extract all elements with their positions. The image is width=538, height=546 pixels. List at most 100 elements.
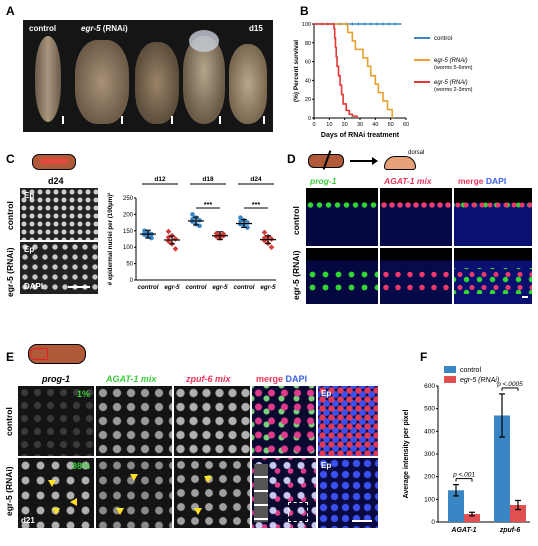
green-dots bbox=[306, 268, 378, 294]
e-control-agat bbox=[96, 386, 172, 456]
d-rnai-prog bbox=[306, 248, 378, 304]
e-control-merge bbox=[252, 386, 316, 456]
data-point bbox=[197, 223, 202, 229]
survival-curve-2 bbox=[314, 23, 358, 118]
legend-label: control bbox=[434, 36, 452, 42]
d-rnai-agat bbox=[380, 248, 452, 304]
cross-section-schematic bbox=[384, 156, 416, 170]
x-tick-label: egr-5 bbox=[212, 284, 228, 291]
x-tick-label: egr-5 bbox=[260, 284, 276, 291]
x-tick-label: egr-5 bbox=[164, 284, 180, 291]
bar bbox=[448, 490, 464, 522]
x-tick-label: control bbox=[234, 284, 255, 291]
x-tick-label: 30 bbox=[357, 122, 363, 128]
ep-label: Ep bbox=[24, 191, 35, 200]
data-point bbox=[197, 218, 202, 223]
e-control-zpuf bbox=[174, 386, 250, 456]
percent-rnai: 98% bbox=[71, 461, 90, 471]
legend-sublabel: (worms 2-3mm) bbox=[434, 87, 473, 93]
red-dots bbox=[380, 200, 452, 210]
row-label-rnai: egr-5 (RNAi) bbox=[5, 247, 15, 297]
y-tick-label: 60 bbox=[305, 60, 311, 66]
bar bbox=[464, 514, 480, 522]
data-point bbox=[245, 220, 250, 225]
header-prog: prog-1 bbox=[42, 374, 70, 384]
e-rnai-agat bbox=[96, 458, 172, 528]
bar bbox=[510, 505, 526, 522]
worm-schematic-c-inner bbox=[40, 158, 68, 164]
panel-label-b: B bbox=[300, 4, 309, 18]
arrowhead-icon bbox=[194, 508, 202, 515]
data-point bbox=[238, 215, 243, 220]
x-tick-label: control bbox=[138, 284, 159, 291]
rnai-worm-1 bbox=[75, 40, 129, 124]
legend-label: egr-5 (RNAi) bbox=[460, 377, 499, 384]
e-control-dapi: Ep bbox=[318, 386, 378, 456]
scale-bar bbox=[219, 116, 221, 124]
panel-label-d: D bbox=[287, 152, 296, 166]
header-merge-dapi: merge DAPI bbox=[458, 176, 507, 186]
y-tick-label: 100 bbox=[123, 245, 134, 251]
data-point bbox=[238, 219, 243, 224]
percent-control: 1% bbox=[76, 389, 90, 399]
x-tick-label: 10 bbox=[326, 122, 332, 128]
data-point bbox=[268, 244, 275, 251]
header-merge-dapi: merge DAPI bbox=[256, 374, 308, 384]
y-tick-label: 250 bbox=[123, 196, 134, 202]
scale-bar bbox=[121, 116, 123, 124]
arrowhead-icon bbox=[130, 474, 138, 481]
arrowhead-icon bbox=[52, 508, 60, 515]
red-dots bbox=[380, 268, 452, 294]
x-tick-label: zpuf-6 bbox=[499, 527, 521, 534]
sig-stars: *** bbox=[252, 202, 260, 209]
panel-label-c: C bbox=[6, 152, 15, 166]
e-rnai-prog: 98% d21 bbox=[18, 458, 94, 528]
sig-stars: *** bbox=[204, 202, 212, 209]
y-tick-label: 150 bbox=[123, 229, 134, 235]
y-axis-label: # epidermal nuclei per (100µm)² bbox=[107, 193, 114, 286]
dorsal-label: dorsal bbox=[408, 150, 425, 156]
x-tick-label: 20 bbox=[342, 122, 348, 128]
x-axis-label: Days of RNAi treatment bbox=[321, 132, 400, 139]
e-control-prog: 1% bbox=[18, 386, 94, 456]
worm-schematic-e-head bbox=[30, 348, 48, 360]
panel-label-e: E bbox=[6, 350, 15, 364]
p-value: p <.0005 bbox=[496, 381, 523, 388]
d-control-agat bbox=[380, 188, 452, 246]
dapi-label: DAPI bbox=[24, 282, 44, 291]
rnai-worm-4 bbox=[229, 44, 267, 124]
group-label: d24 bbox=[250, 176, 262, 183]
y-tick-label: 100 bbox=[424, 496, 435, 503]
intensity-chart: control egr-5 (RNAi) 0 100 200 300 400 500 600 Av… bbox=[403, 366, 530, 534]
y-tick-label: 20 bbox=[305, 97, 311, 103]
scale-bar bbox=[62, 116, 64, 124]
y-tick-label: 200 bbox=[123, 212, 134, 218]
arrowhead-icon bbox=[116, 508, 124, 515]
x-tick-label: control bbox=[186, 284, 207, 291]
bar bbox=[494, 415, 510, 522]
data-point bbox=[149, 235, 154, 241]
e-rnai-zpuf bbox=[174, 458, 250, 528]
zoom-box bbox=[288, 502, 308, 522]
arrowhead-icon bbox=[48, 480, 56, 487]
row-label-rnai: egr-5 (RNAi) bbox=[291, 250, 301, 300]
group-label: d12 bbox=[154, 176, 166, 183]
scale-bar bbox=[522, 296, 528, 298]
d-control-prog bbox=[306, 188, 378, 246]
survival-curve-1 bbox=[314, 23, 393, 118]
scale-bar bbox=[263, 116, 265, 124]
d-control-merge bbox=[454, 188, 532, 246]
y-tick-label: 500 bbox=[424, 406, 435, 413]
y-tick-label: 400 bbox=[424, 428, 435, 435]
legend-label: egr-5 (RNAi) bbox=[434, 58, 468, 64]
label-control: control bbox=[29, 24, 57, 33]
epidermis-control-image: Ep bbox=[20, 188, 98, 240]
x-tick-label: AGAT-1 bbox=[450, 527, 476, 534]
x-tick-label: 50 bbox=[388, 122, 394, 128]
x-tick-label: 60 bbox=[403, 122, 409, 128]
panel-a-image: control egr-5 (RNAi) d15 bbox=[23, 20, 273, 132]
rnai-worm-2 bbox=[135, 42, 179, 124]
ep-label: Ep bbox=[24, 245, 35, 254]
legend-label: egr-5 (RNAi) bbox=[434, 80, 468, 86]
